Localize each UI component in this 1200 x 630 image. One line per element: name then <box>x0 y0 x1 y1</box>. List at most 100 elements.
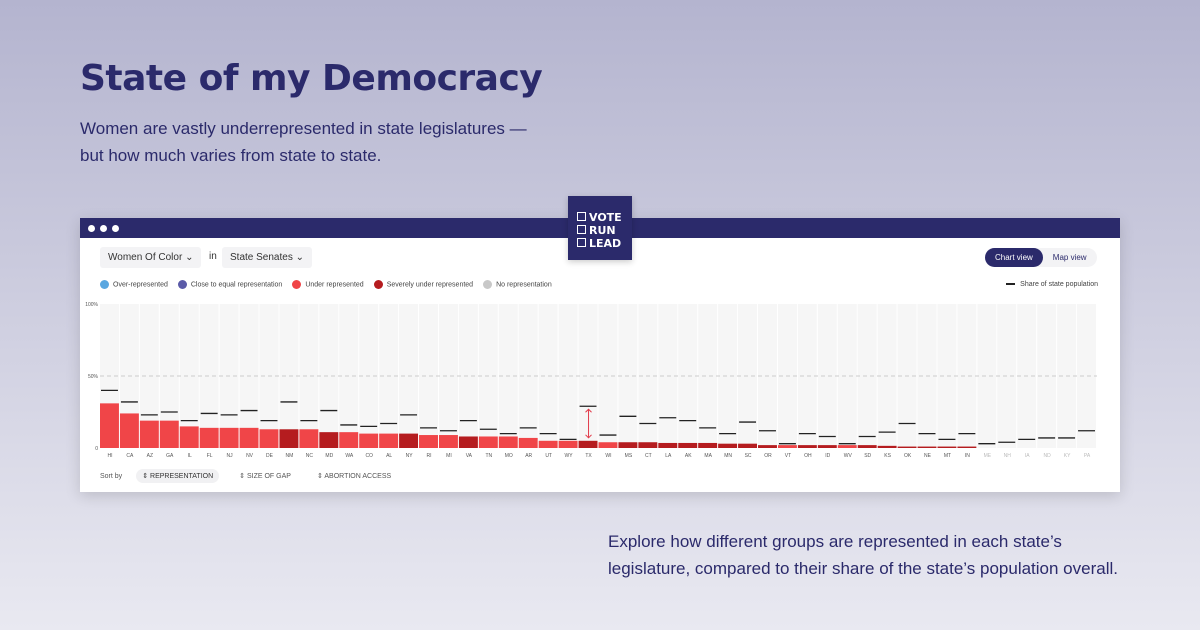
chamber-select-value: State Senates <box>230 252 293 263</box>
x-tick-label: RI <box>427 453 432 459</box>
column-background <box>578 304 598 448</box>
x-tick-label: DE <box>266 453 274 459</box>
legend-label: Over-represented <box>113 281 168 289</box>
column-background <box>558 304 578 448</box>
logo-line: VOTE <box>577 211 632 224</box>
bar-NY <box>399 433 419 448</box>
group-select[interactable]: Women Of Color ⌄ <box>100 247 202 268</box>
x-tick-label: UT <box>545 453 552 459</box>
column-background <box>419 304 438 448</box>
bar-AK <box>678 442 698 448</box>
bar-IN <box>957 446 977 448</box>
in-label: in <box>209 251 217 262</box>
bar-HI <box>100 403 119 448</box>
sort-abortion-access[interactable]: ⇕ ABORTION ACCESS <box>311 469 397 483</box>
chart-view-button[interactable]: Chart view <box>985 248 1043 267</box>
window-dot-icon <box>100 224 107 232</box>
chevron-down-icon: ⌄ <box>185 252 194 263</box>
x-tick-label: MA <box>704 453 712 459</box>
bar-VA <box>458 436 478 448</box>
y-tick-label: 100% <box>85 302 98 308</box>
sort-arrows-icon: ⇕ <box>316 473 323 480</box>
sort-option-label: ABORTION ACCESS <box>324 473 392 480</box>
column-background <box>957 304 977 448</box>
bar-SC <box>738 443 758 448</box>
column-background <box>937 304 957 448</box>
column-background <box>977 304 997 448</box>
bar-KS <box>877 445 897 448</box>
app-window: Women Of Color ⌄ in State Senates ⌄ Char… <box>80 218 1120 492</box>
window-dot-icon <box>112 224 119 232</box>
footer-text: Explore how different groups are represe… <box>608 532 1118 578</box>
bar-AR <box>518 437 538 448</box>
legend: Over-represented Close to equal represent… <box>100 280 552 289</box>
bar-IL <box>179 426 199 448</box>
legend-item: Under represented <box>292 280 364 289</box>
sort-size-of-gap[interactable]: ⇕ SIZE OF GAP <box>233 469 297 483</box>
bar-NV <box>239 427 259 448</box>
bar-ID <box>817 445 837 448</box>
bar-WI <box>598 442 618 448</box>
column-background <box>319 304 339 448</box>
sort-option-label: REPRESENTATION <box>150 473 214 480</box>
x-tick-label: OK <box>904 453 912 459</box>
bar-WY <box>558 440 578 448</box>
chevron-down-icon: ⌄ <box>295 252 304 263</box>
x-tick-label: ME <box>984 453 992 459</box>
group-select-value: Women Of Color <box>108 252 183 263</box>
bar-NM <box>279 429 299 448</box>
bar-RI <box>419 435 438 448</box>
sort-representation[interactable]: ⇕ REPRESENTATION <box>136 469 220 483</box>
x-tick-label: GA <box>166 453 174 459</box>
x-tick-label: LA <box>665 453 672 459</box>
sort-option-label: SIZE OF GAP <box>246 473 291 480</box>
bar-OR <box>758 445 777 448</box>
x-tick-label: PA <box>1084 453 1091 459</box>
legend-item: No representation <box>483 280 552 289</box>
bar-FL <box>199 427 219 448</box>
x-tick-label: CA <box>126 453 134 459</box>
x-tick-label: NY <box>406 453 414 459</box>
bar-GA <box>159 420 179 448</box>
map-view-button[interactable]: Map view <box>1052 253 1087 262</box>
bar-MA <box>698 442 718 448</box>
bar-TN <box>478 436 498 448</box>
x-tick-label: WI <box>605 453 611 459</box>
x-tick-label: MI <box>446 453 452 459</box>
legend-status-icon <box>373 280 383 289</box>
chamber-select[interactable]: State Senates ⌄ <box>222 247 312 268</box>
x-tick-label: OH <box>804 453 812 459</box>
x-tick-label: NJ <box>227 453 234 459</box>
x-tick-label: NV <box>246 453 254 459</box>
x-tick-label: AK <box>685 453 692 459</box>
bar-LA <box>658 442 678 448</box>
x-tick-label: VA <box>466 453 473 459</box>
x-tick-label: AL <box>386 453 392 459</box>
column-background <box>299 304 319 448</box>
bar-TX <box>578 440 598 448</box>
legend-item: Severely under represented <box>373 280 474 289</box>
column-background <box>179 304 199 448</box>
x-tick-label: MS <box>625 453 633 459</box>
population-legend: Share of state population <box>1006 281 1098 288</box>
column-background <box>458 304 478 448</box>
legend-label: Severely under represented <box>386 281 474 289</box>
sort-arrows-icon: ⇕ <box>142 473 149 480</box>
bar-MN <box>718 443 738 448</box>
x-tick-label: CO <box>365 453 373 459</box>
page-title: State of my Democracy <box>80 58 543 99</box>
gap-arrowheads-icon <box>585 408 592 439</box>
column-background <box>1077 304 1096 448</box>
bar-SD <box>857 445 877 448</box>
y-tick-label: 0 <box>95 446 98 452</box>
bar-CT <box>638 442 658 448</box>
x-tick-label: HI <box>107 453 112 459</box>
x-tick-label: TN <box>485 453 492 459</box>
legend-label: Close to equal representation <box>190 281 283 289</box>
x-tick-label: MO <box>505 453 513 459</box>
x-tick-label: SD <box>864 453 871 459</box>
x-tick-label: AZ <box>147 453 153 459</box>
bar-WV <box>837 445 857 448</box>
bar-UT <box>538 440 558 448</box>
bar-WA <box>339 432 359 448</box>
